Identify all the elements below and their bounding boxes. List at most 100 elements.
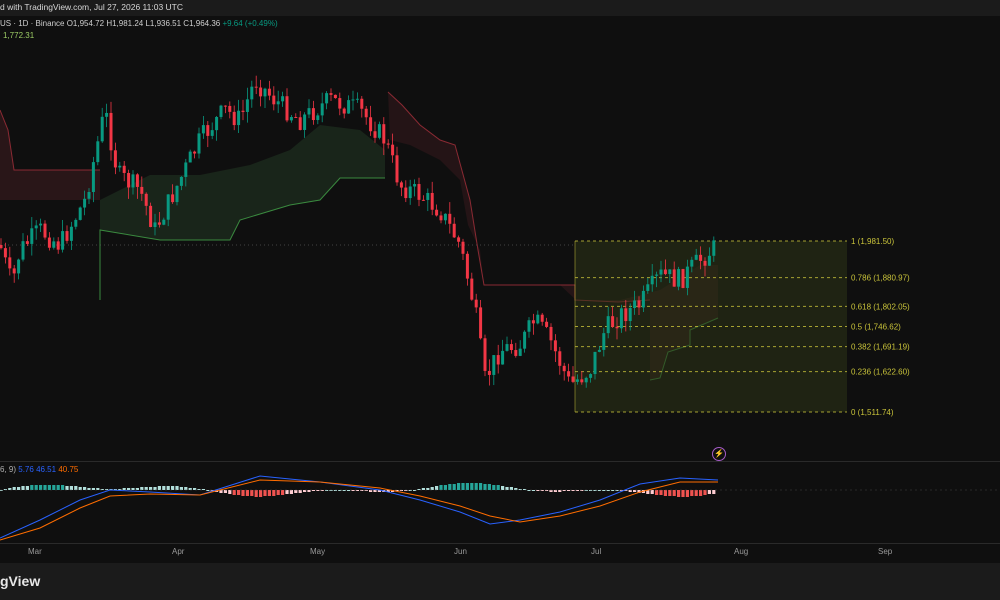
candle-body	[580, 379, 584, 383]
time-axis-label: Sep	[878, 547, 893, 556]
candle-body	[307, 108, 311, 115]
macd-histogram-bar	[3, 489, 7, 490]
candle-body	[677, 269, 681, 287]
symbol-label: US · 1D · Binance	[0, 19, 65, 28]
candle-body	[157, 222, 161, 225]
candle-body	[523, 331, 527, 349]
candle-body	[21, 241, 25, 260]
macd-histogram-bar	[404, 490, 408, 491]
macd-histogram-bar	[443, 485, 447, 490]
candle-body	[245, 99, 249, 112]
macd-histogram-bar	[699, 490, 703, 496]
macd-histogram-bar	[232, 490, 236, 495]
candle-body	[153, 222, 157, 227]
macd-histogram-bar	[474, 483, 478, 490]
candle-body	[201, 125, 205, 134]
candle-body	[549, 326, 553, 341]
macd-histogram-bar	[21, 486, 25, 490]
candle-body	[461, 241, 465, 254]
candle-body	[320, 103, 324, 116]
macd-histogram-bar	[241, 490, 245, 496]
macd-histogram-bar	[56, 485, 60, 490]
candle-body	[426, 192, 430, 200]
macd-histogram-bar	[39, 485, 43, 490]
macd-histogram-bar	[567, 490, 571, 491]
candle-body	[285, 96, 289, 121]
candle-body	[659, 269, 663, 275]
macd-histogram-bar	[461, 483, 465, 490]
candle-body	[646, 284, 650, 291]
candle-body	[188, 151, 192, 163]
macd-line	[0, 475, 719, 539]
candle-body	[69, 226, 73, 241]
candle-body	[624, 308, 628, 322]
macd-histogram-bar	[0, 490, 3, 491]
candle-body	[690, 259, 694, 267]
candle-body	[602, 333, 606, 350]
candle-body	[122, 165, 126, 173]
macd-histogram-bar	[294, 490, 298, 493]
candle-body	[166, 194, 170, 220]
candle-body	[215, 116, 219, 131]
macd-histogram-bar	[509, 487, 513, 490]
candle-body	[589, 374, 593, 378]
candle-body	[100, 116, 104, 142]
macd-histogram-bar	[127, 488, 131, 490]
candle-body	[140, 186, 144, 194]
macd-histogram-bar	[47, 485, 51, 490]
macd-histogram-bar	[263, 490, 267, 496]
candle-body	[43, 223, 47, 238]
candle-body	[606, 316, 610, 334]
candle-body	[681, 269, 685, 288]
signal-value: 46.51	[36, 465, 57, 474]
macd-histogram-bar	[347, 490, 351, 491]
candle-body	[707, 255, 711, 266]
candle-body	[210, 130, 214, 136]
macd-histogram-bar	[465, 483, 469, 490]
macd-histogram-bar	[655, 490, 659, 495]
candle-body	[531, 320, 535, 324]
candle-body	[386, 143, 390, 145]
macd-histogram-bar	[250, 490, 254, 496]
fib-level-label: 1 (1,981.50)	[851, 237, 894, 246]
macd-histogram-bar	[364, 490, 368, 491]
fib-box	[575, 241, 847, 412]
macd-histogram-bar	[663, 490, 667, 496]
span-b-1	[0, 109, 100, 171]
candle-body	[457, 237, 461, 242]
candle-body	[496, 355, 500, 365]
candle-body	[558, 351, 562, 366]
candle-body	[325, 93, 329, 104]
macd-histogram-bar	[61, 485, 65, 490]
macd-histogram-bar	[606, 490, 610, 491]
macd-histogram-bar	[113, 489, 117, 490]
macd-histogram-bar	[122, 488, 126, 490]
candle-body	[514, 350, 518, 356]
fib-level-label: 0.236 (1,622.60)	[851, 368, 910, 377]
candle-body	[501, 350, 505, 365]
pane-separator[interactable]	[0, 461, 1000, 462]
candle-body	[567, 371, 571, 377]
macd-histogram-bar	[87, 488, 91, 490]
macd-histogram-bar	[8, 488, 12, 490]
macd-histogram-bar	[501, 486, 505, 490]
lightning-alert-icon[interactable]: ⚡	[712, 447, 726, 461]
candle-body	[267, 88, 271, 96]
macd-histogram-bar	[210, 490, 214, 491]
candle-body	[91, 162, 95, 193]
macd-histogram-bar	[157, 486, 161, 490]
change-value: +9.64 (+0.49%)	[222, 19, 278, 28]
macd-histogram-bar	[303, 490, 307, 492]
candle-body	[615, 326, 619, 329]
candle-body	[421, 199, 425, 201]
macd-histogram-bar	[505, 487, 509, 490]
macd-histogram-bar	[254, 490, 258, 497]
footer-bar: gView	[0, 563, 1000, 600]
candle-body	[237, 110, 241, 126]
macd-histogram-bar	[17, 487, 21, 490]
fib-level-label: 0.5 (1,746.62)	[851, 323, 901, 332]
candle-body	[83, 198, 87, 208]
time-axis-label: May	[310, 547, 325, 556]
macd-histogram-bar	[712, 490, 716, 494]
